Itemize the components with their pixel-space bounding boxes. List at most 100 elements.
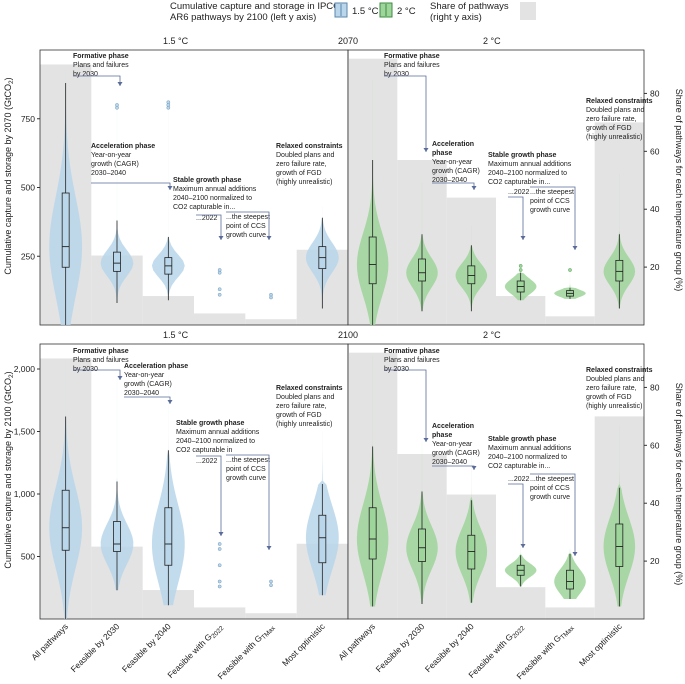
relaxed-r1-15-line: Doubled plans and bbox=[276, 152, 334, 159]
arrow-steepest-r1-15 bbox=[226, 211, 270, 240]
accel-r2-15-line: growth (CAGR) bbox=[124, 381, 172, 388]
steepest-r2-15-l2: point of CCS bbox=[226, 466, 266, 473]
accel-r2-2-line: growth (CAGR) bbox=[432, 450, 480, 457]
panel-title-r1-15: 1.5 °C bbox=[163, 36, 189, 46]
steepest-r2-15-l1: ...the steepest bbox=[226, 457, 270, 464]
box bbox=[368, 236, 377, 285]
accel-r2-15-title: Acceleration phase bbox=[124, 363, 188, 370]
panel-title-r2-2: 2 °C bbox=[483, 330, 501, 340]
outlier-point bbox=[217, 584, 222, 589]
box bbox=[113, 521, 121, 552]
x-label-main: All pathways bbox=[336, 621, 377, 662]
arrow-steepest-r1-2 bbox=[530, 186, 576, 250]
arrow-steepest-r1-15-head bbox=[266, 236, 272, 240]
x-label: Most optimistic bbox=[280, 621, 327, 668]
steepest-r2-15-l3: growth curve bbox=[226, 475, 266, 482]
relaxed-r1-2-line: zero failure rate, bbox=[586, 116, 637, 123]
formative-r2-15-title: Formative phase bbox=[73, 348, 129, 355]
relaxed-r1-2-title: Relaxed constraints bbox=[586, 98, 653, 105]
box bbox=[61, 489, 70, 551]
arrow-g2022-r2-2-head bbox=[520, 544, 526, 548]
g2022-r1-2: ...2022 bbox=[508, 189, 530, 196]
share-tick-label: 40 bbox=[650, 204, 660, 214]
accel-r1-2-line: growth (CAGR) bbox=[432, 168, 480, 175]
share-tick-label: 60 bbox=[650, 440, 660, 450]
legend-label-15: 1.5 °C bbox=[352, 6, 379, 17]
formative-r2-15-line: by 2030 bbox=[73, 366, 98, 373]
row-year-2100: 2100 bbox=[338, 330, 358, 340]
stable-r1-2-line: CO2 capturable in... bbox=[488, 179, 550, 186]
share-tick-label: 20 bbox=[650, 556, 660, 566]
x-label-main: Feasible by 2030 bbox=[69, 621, 122, 674]
stable-r2-15-line: CO2 capturable in bbox=[176, 447, 233, 454]
formative-r2-2-line: Plans and failures bbox=[384, 357, 440, 364]
steepest-r2-2-l3: growth curve bbox=[530, 494, 570, 501]
relaxed-r1-2-line: (highly unrealistic) bbox=[586, 134, 642, 141]
violin bbox=[100, 105, 134, 303]
panel-3: 20 40 60 80 bbox=[347, 343, 660, 620]
violin bbox=[151, 102, 185, 301]
x-label-main: Feasible by 2030 bbox=[374, 621, 427, 674]
x-label: Feasible by 2030 bbox=[69, 621, 122, 674]
share-bar bbox=[194, 313, 246, 325]
share-bar bbox=[245, 319, 297, 325]
formative-r2-2-line: by 2030 bbox=[384, 366, 409, 373]
relaxed-r1-15-line: zero failure rate, bbox=[276, 161, 327, 168]
share-bar bbox=[496, 587, 546, 619]
stable-r1-2-line: Maximum annual additions bbox=[488, 161, 572, 168]
legend-share-line1: Share of pathways bbox=[430, 1, 509, 12]
relaxed-r1-15-line: growth of FGD bbox=[276, 170, 322, 177]
outlier-point bbox=[269, 579, 273, 584]
box bbox=[615, 259, 624, 282]
arrow-accel-r1-2-head bbox=[471, 186, 477, 190]
stable-r2-15-line: Maximum annual additions bbox=[176, 429, 260, 436]
arrow-steepest-r2-2 bbox=[530, 473, 576, 556]
relaxed-r2-15-line: (highly unrealistic) bbox=[276, 421, 332, 428]
x-label-sub: 2022 bbox=[511, 625, 526, 640]
steepest-r1-15-l1: ...the steepest bbox=[226, 214, 270, 221]
arrow-formative-r1-2 bbox=[384, 75, 427, 152]
box bbox=[615, 523, 624, 567]
x-label-main: Feasible by 2040 bbox=[423, 621, 476, 674]
x-label-main: Feasible with G bbox=[514, 633, 563, 682]
right-axis-label-2100: Share of pathways for each temperature g… bbox=[674, 383, 684, 586]
outlier-point bbox=[217, 287, 222, 292]
steepest-r2-2-l1: ...the steepest bbox=[530, 476, 574, 483]
outlier-point bbox=[217, 579, 222, 584]
relaxed-r1-15-line: (highly unrealistic) bbox=[276, 179, 332, 186]
legend-title-line2: AR6 pathways by 2100 (left y axis) bbox=[170, 12, 316, 23]
x-label: All pathways bbox=[336, 621, 377, 662]
relaxed-r1-15-title: Relaxed constraints bbox=[276, 143, 343, 150]
x-label-main: Most optimistic bbox=[280, 621, 327, 668]
formative-r2-15-line: Plans and failures bbox=[73, 357, 129, 364]
steepest-r1-2-l3: growth curve bbox=[530, 207, 570, 214]
g2022-r1-15: ...2022 bbox=[196, 215, 218, 222]
outlier-point bbox=[217, 542, 222, 546]
relaxed-r2-15-line: growth of FGD bbox=[276, 412, 322, 419]
stable-r2-2-line: 2040–2100 normalized to bbox=[488, 454, 567, 461]
panel-2: 500 1,000 1,500 2,000 bbox=[14, 343, 349, 620]
relaxed-r2-2-line: (highly unrealistic) bbox=[586, 403, 642, 410]
box bbox=[318, 514, 327, 564]
x-label-main: Feasible by 2040 bbox=[120, 621, 173, 674]
x-label-sub: TMax bbox=[260, 624, 277, 641]
arrow-g2022-r2-2 bbox=[508, 483, 524, 548]
arrow-formative-r2-2 bbox=[384, 369, 427, 442]
accel-r2-15-line: Year-on-year bbox=[124, 372, 165, 379]
arrow-steepest-r2-15-head bbox=[266, 546, 272, 550]
arrow-g2022-r1-2-head bbox=[520, 236, 526, 240]
share-tick-label: 60 bbox=[650, 146, 660, 156]
outlier-point bbox=[217, 563, 222, 568]
box bbox=[467, 534, 476, 570]
legend-title: Cumulative capture and storage in IPCC A… bbox=[170, 1, 343, 23]
stable-r1-15-line: 2040–2100 normalized to bbox=[173, 195, 252, 202]
legend-title-line1: Cumulative capture and storage in IPCC bbox=[170, 1, 340, 12]
share-bar bbox=[142, 296, 194, 325]
steepest-r1-15-l2: point of CCS bbox=[226, 223, 266, 230]
outlier-point bbox=[166, 105, 171, 110]
accel-r1-15-line: Year-on-year bbox=[91, 152, 132, 159]
x-label-sub: TMax bbox=[559, 624, 576, 641]
panel-title-r2-15: 1.5 °C bbox=[163, 330, 189, 340]
stable-r1-2-title: Stable growth phase bbox=[488, 152, 557, 159]
relaxed-r1-2-line: growth of FGD bbox=[586, 125, 632, 132]
